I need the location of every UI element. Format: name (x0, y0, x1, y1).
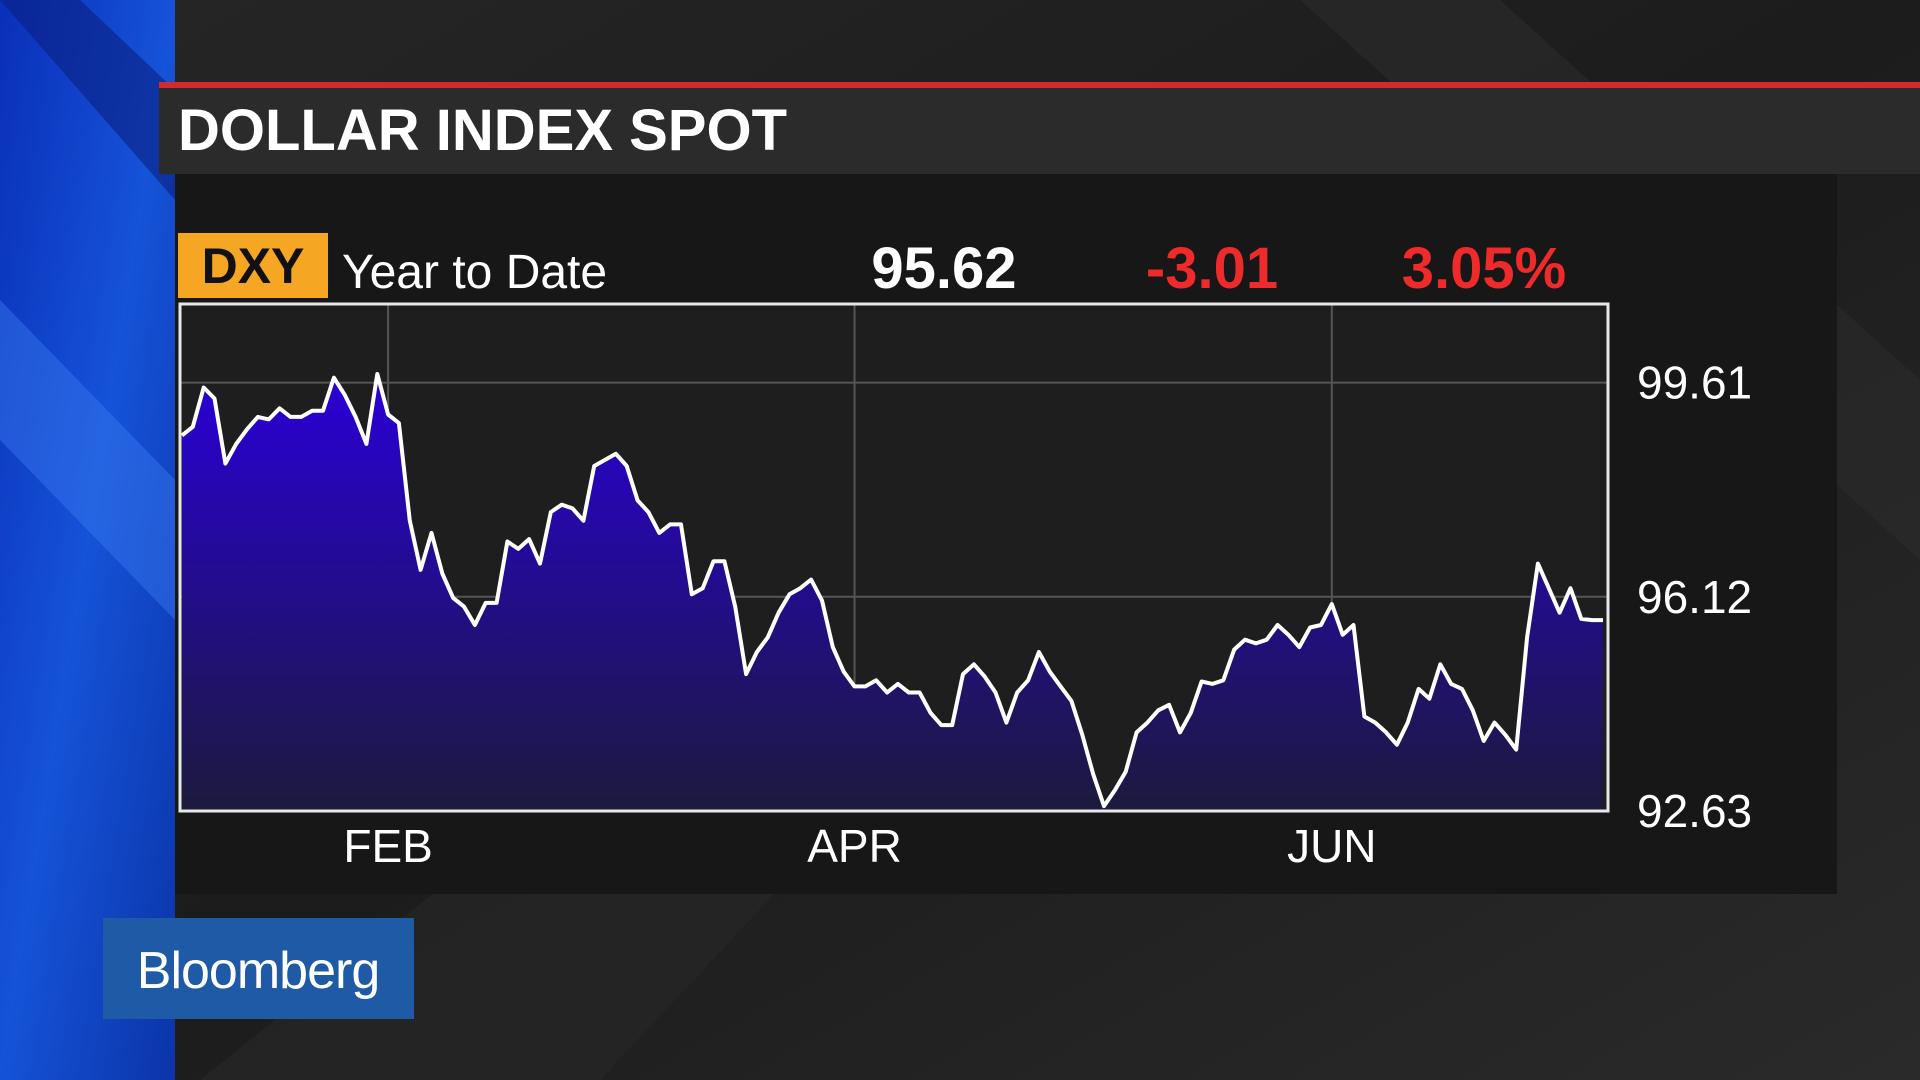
x-tick-label: APR (807, 820, 902, 872)
y-tick-label: 92.63 (1637, 785, 1752, 837)
brand: Bloomberg (137, 942, 379, 1000)
x-tick-label: FEB (343, 820, 432, 872)
plot-border (178, 302, 1610, 813)
brand-box (103, 918, 414, 1019)
side-stripe (0, 300, 175, 620)
subtitle: Year to Date (342, 246, 607, 299)
x-tick-label: JUN (1287, 820, 1376, 872)
y-tick-label: 99.61 (1637, 357, 1752, 409)
y-tick-label: 96.12 (1637, 571, 1752, 623)
change-percent: 3.05% (1402, 236, 1566, 301)
line (180, 372, 1603, 809)
side-stripe (0, 0, 175, 200)
title: DOLLAR INDEX SPOT (178, 98, 787, 163)
title-bar (159, 88, 1920, 174)
area-fill (182, 374, 1603, 811)
red-rule (159, 82, 1920, 88)
ticker-box (178, 233, 328, 298)
ticker: DXY (202, 238, 305, 294)
change: -3.01 (1146, 236, 1278, 301)
side-strip (0, 0, 175, 1080)
last-value: 95.62 (871, 236, 1016, 301)
